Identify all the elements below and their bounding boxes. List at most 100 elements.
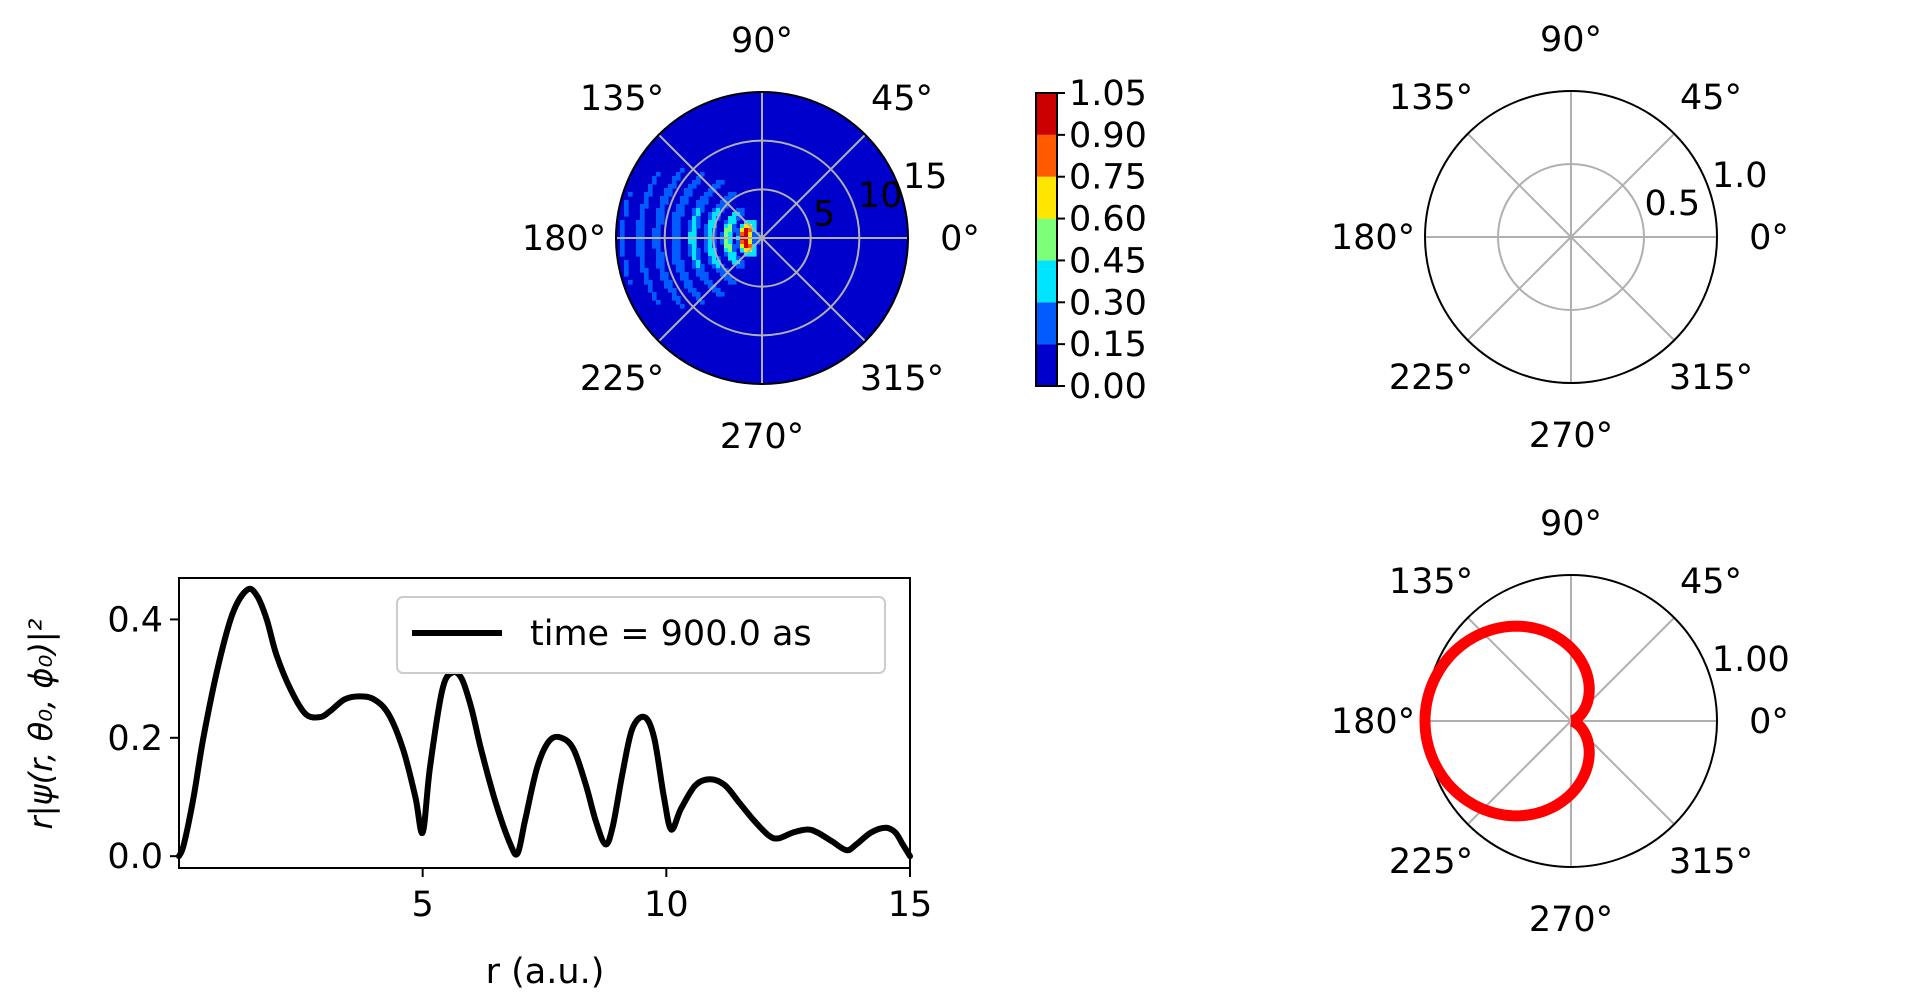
radial-tick-label: 10 xyxy=(858,176,903,216)
density-cell xyxy=(664,276,669,281)
density-cell xyxy=(732,244,737,249)
radial-tick-label: 1.00 xyxy=(1712,640,1790,680)
density-cell xyxy=(676,224,681,229)
density-cell xyxy=(628,280,633,285)
density-cell xyxy=(656,252,661,257)
colorbar-segment xyxy=(1036,260,1057,303)
density-cell xyxy=(676,244,681,249)
density-cell xyxy=(696,216,701,221)
density-cell xyxy=(712,264,717,269)
density-cell xyxy=(748,240,753,245)
density-cell xyxy=(656,224,661,229)
colorbar-segment xyxy=(1036,176,1057,219)
density-cell xyxy=(724,228,729,233)
density-cell xyxy=(620,244,625,249)
density-cell xyxy=(680,208,685,213)
density-cell xyxy=(696,268,701,273)
density-cell xyxy=(672,216,677,221)
density-cell xyxy=(624,272,629,277)
density-cell xyxy=(660,268,665,273)
density-cell xyxy=(672,232,677,237)
density-cell xyxy=(652,240,657,245)
density-cell xyxy=(636,220,641,225)
density-cell xyxy=(648,188,653,193)
density-cell xyxy=(740,248,745,253)
density-cell xyxy=(672,292,677,297)
density-cell xyxy=(716,180,721,185)
density-cell xyxy=(672,212,677,217)
angle-tick-label: 225° xyxy=(580,359,664,399)
angle-tick-label: 270° xyxy=(1529,416,1613,456)
density-cell xyxy=(708,212,713,217)
density-cell xyxy=(704,200,709,205)
density-cell xyxy=(732,280,737,285)
angle-tick-label: 270° xyxy=(1529,900,1613,940)
series-line xyxy=(1419,620,1595,822)
density-cell xyxy=(656,212,661,217)
density-cell xyxy=(680,268,685,273)
density-cell xyxy=(724,276,729,281)
density-cell xyxy=(732,252,737,257)
density-cell xyxy=(688,184,693,189)
polar-frame xyxy=(1424,90,1718,384)
density-cell xyxy=(624,260,629,265)
density-cell xyxy=(640,204,645,209)
density-cell xyxy=(652,232,657,237)
density-cell xyxy=(688,284,693,289)
density-cell xyxy=(660,220,665,225)
density-cell xyxy=(640,216,645,221)
density-cell xyxy=(636,252,641,257)
density-cell xyxy=(624,268,629,273)
density-cell xyxy=(728,240,733,245)
density-cell xyxy=(672,296,677,301)
density-cell xyxy=(696,176,701,181)
density-cell xyxy=(696,224,701,229)
density-cell xyxy=(728,216,733,221)
density-cell xyxy=(704,280,709,285)
density-cell xyxy=(700,208,705,213)
density-cell xyxy=(656,216,661,221)
density-cell xyxy=(748,252,753,257)
density-cell xyxy=(676,300,681,305)
density-cell xyxy=(640,232,645,237)
density-cell xyxy=(708,280,713,285)
y-axis-label: r|ψ(r, θ₀, ϕ₀)|² xyxy=(22,618,60,829)
density-cell xyxy=(664,200,669,205)
density-cell xyxy=(748,232,753,237)
density-cell xyxy=(668,284,673,289)
density-cell xyxy=(716,208,721,213)
density-cell xyxy=(712,260,717,265)
density-cell xyxy=(728,280,733,285)
density-cell xyxy=(676,220,681,225)
legend-entry: time = 900.0 as xyxy=(530,614,812,654)
density-cell xyxy=(640,260,645,265)
density-cell xyxy=(688,280,693,285)
density-cell xyxy=(696,200,701,205)
density-cell xyxy=(664,196,669,201)
density-cell xyxy=(656,240,661,245)
density-cell xyxy=(724,248,729,253)
density-cell xyxy=(704,276,709,281)
density-cell xyxy=(752,224,757,229)
density-cell xyxy=(732,216,737,221)
density-cell xyxy=(652,176,657,181)
density-cell xyxy=(644,268,649,273)
density-cell xyxy=(668,188,673,193)
axes-frame xyxy=(178,577,911,869)
density-cell xyxy=(692,244,697,249)
density-cell xyxy=(664,284,669,289)
density-cell xyxy=(708,220,713,225)
density-cell xyxy=(700,172,705,177)
density-cell xyxy=(716,204,721,209)
density-cell xyxy=(660,208,665,213)
density-cell xyxy=(656,260,661,265)
density-cell xyxy=(708,248,713,253)
density-cell xyxy=(672,240,677,245)
density-cell xyxy=(736,240,741,245)
density-cell xyxy=(636,232,641,237)
polar-angular-plot: 0° 45° 90° 135° 180° 225° 270° 315° 1.00 xyxy=(1331,504,1790,940)
density-cell xyxy=(660,276,665,281)
density-cell xyxy=(692,224,697,229)
density-cell xyxy=(692,264,697,269)
